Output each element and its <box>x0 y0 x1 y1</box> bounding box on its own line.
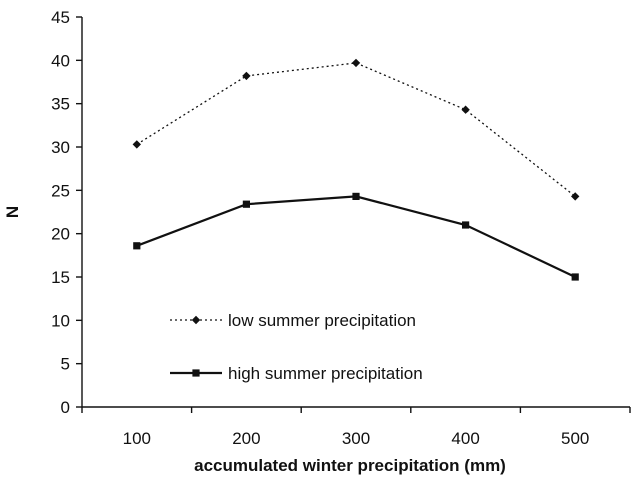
legend: low summer precipitation high summer prec… <box>170 311 423 383</box>
data-point-square <box>133 242 141 250</box>
y-tick-label: 10 <box>51 311 70 330</box>
data-point-diamond <box>461 105 470 114</box>
y-axis-title: N <box>3 206 22 218</box>
y-tick-label: 15 <box>51 268 70 287</box>
data-point-diamond <box>571 192 580 201</box>
y-tick-label: 0 <box>61 398 70 417</box>
series-line <box>136 62 576 197</box>
data-point-diamond <box>351 58 361 68</box>
series-line <box>136 195 576 278</box>
series-lines <box>132 58 580 281</box>
y-tick-label: 40 <box>51 51 70 70</box>
data-point-square <box>352 192 360 200</box>
legend-label: high summer precipitation <box>228 364 423 383</box>
x-tick-label: 400 <box>451 429 479 448</box>
y-tick-label: 30 <box>51 138 70 157</box>
x-tick-label: 500 <box>561 429 589 448</box>
data-point-diamond <box>242 71 251 81</box>
x-axis-title: accumulated winter precipitation (mm) <box>194 456 506 475</box>
x-tick-label: 100 <box>123 429 151 448</box>
axes <box>81 17 630 408</box>
data-point-square <box>571 273 579 281</box>
data-point-square <box>242 200 250 208</box>
x-axis-ticks: 100 200 300 400 500 <box>81 407 631 448</box>
x-tick-label: 300 <box>342 429 370 448</box>
y-tick-label: 45 <box>51 8 70 27</box>
legend-label: low summer precipitation <box>228 311 416 330</box>
y-tick-label: 20 <box>51 225 70 244</box>
series-low-summer <box>132 58 580 201</box>
data-point-square <box>462 221 470 229</box>
y-tick-label: 25 <box>51 181 70 200</box>
y-tick-label: 5 <box>61 355 70 374</box>
legend-marker-square <box>192 369 200 377</box>
series-high-summer <box>133 192 579 281</box>
y-axis-ticks: 0 5 10 15 20 25 30 35 40 45 <box>51 8 82 417</box>
y-tick-label: 35 <box>51 95 70 114</box>
data-point-diamond <box>132 140 141 149</box>
legend-marker-diamond <box>191 315 201 325</box>
x-tick-label: 200 <box>232 429 260 448</box>
